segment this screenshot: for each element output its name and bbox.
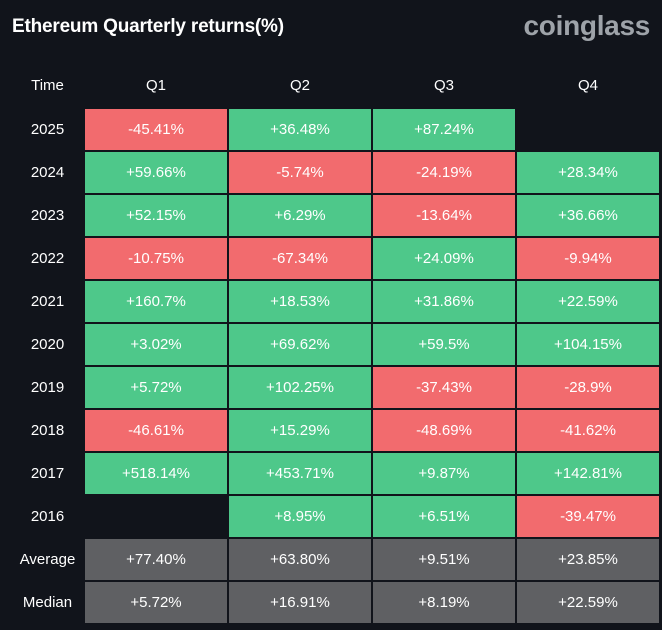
return-cell-2019-q1: +5.72% (85, 367, 227, 408)
return-cell-2025-q1: -45.41% (85, 109, 227, 150)
chart-title: Ethereum Quarterly returns(%) (12, 16, 284, 37)
return-cell-2016-q2: +8.95% (229, 496, 371, 537)
return-cell-2023-q4: +36.66% (517, 195, 659, 236)
return-cell-2020-q3: +59.5% (373, 324, 515, 365)
return-cell-2018-q4: -41.62% (517, 410, 659, 451)
return-cell-2016-q4: -39.47% (517, 496, 659, 537)
return-cell-2023-q3: -13.64% (373, 195, 515, 236)
return-cell-2024-q1: +59.66% (85, 152, 227, 193)
row-label-2022: 2022 (30, 250, 65, 267)
return-cell-2021-q1: +160.7% (85, 281, 227, 322)
summary-label-median: Median (22, 594, 73, 611)
row-label-2023: 2023 (30, 207, 65, 224)
return-cell-2016-q1 (85, 496, 227, 537)
corner-header-time: Time (31, 77, 64, 94)
return-cell-2022-q3: +24.09% (373, 238, 515, 279)
row-label-2017: 2017 (30, 465, 65, 482)
return-cell-2021-q3: +31.86% (373, 281, 515, 322)
summary-cell-average-q1: +77.40% (85, 539, 227, 580)
return-cell-2019-q4: -28.9% (517, 367, 659, 408)
summary-cell-median-q2: +16.91% (229, 582, 371, 623)
brand-logo: coinglass (523, 10, 651, 41)
row-label-2019: 2019 (30, 379, 65, 396)
return-cell-2025-q4 (517, 109, 659, 150)
return-cell-2021-q2: +18.53% (229, 281, 371, 322)
column-header-q3: Q3 (433, 77, 454, 94)
return-cell-2025-q3: +87.24% (373, 109, 515, 150)
summary-cell-median-q4: +22.59% (517, 582, 659, 623)
return-cell-2016-q3: +6.51% (373, 496, 515, 537)
row-label-2021: 2021 (30, 293, 65, 310)
row-label-2020: 2020 (30, 336, 65, 353)
row-label-2025: 2025 (30, 121, 65, 138)
return-cell-2020-q1: +3.02% (85, 324, 227, 365)
row-label-2018: 2018 (30, 422, 65, 439)
return-cell-2022-q2: -67.34% (229, 238, 371, 279)
return-cell-2019-q2: +102.25% (229, 367, 371, 408)
return-cell-2020-q2: +69.62% (229, 324, 371, 365)
return-cell-2020-q4: +104.15% (517, 324, 659, 365)
returns-table: Time Q1 Q2 Q3 Q4 2025 -45.41% +36.48% +87.24% 202… (12, 64, 659, 623)
return-cell-2018-q3: -48.69% (373, 410, 515, 451)
return-cell-2024-q2: -5.74% (229, 152, 371, 193)
row-label-2016: 2016 (30, 508, 65, 525)
summary-cell-average-q4: +23.85% (517, 539, 659, 580)
return-cell-2022-q4: -9.94% (517, 238, 659, 279)
return-cell-2018-q1: -46.61% (85, 410, 227, 451)
summary-cell-average-q2: +63.80% (229, 539, 371, 580)
summary-label-average: Average (19, 551, 76, 568)
column-header-q4: Q4 (577, 77, 598, 94)
summary-cell-median-q3: +8.19% (373, 582, 515, 623)
return-cell-2022-q1: -10.75% (85, 238, 227, 279)
return-cell-2017-q3: +9.87% (373, 453, 515, 494)
summary-cell-average-q3: +9.51% (373, 539, 515, 580)
return-cell-2017-q2: +453.71% (229, 453, 371, 494)
summary-cell-median-q1: +5.72% (85, 582, 227, 623)
return-cell-2024-q3: -24.19% (373, 152, 515, 193)
return-cell-2023-q2: +6.29% (229, 195, 371, 236)
return-cell-2018-q2: +15.29% (229, 410, 371, 451)
return-cell-2024-q4: +28.34% (517, 152, 659, 193)
return-cell-2019-q3: -37.43% (373, 367, 515, 408)
column-header-q2: Q2 (289, 77, 310, 94)
return-cell-2017-q1: +518.14% (85, 453, 227, 494)
row-label-2024: 2024 (30, 164, 65, 181)
return-cell-2017-q4: +142.81% (517, 453, 659, 494)
return-cell-2021-q4: +22.59% (517, 281, 659, 322)
return-cell-2023-q1: +52.15% (85, 195, 227, 236)
return-cell-2025-q2: +36.48% (229, 109, 371, 150)
column-header-q1: Q1 (145, 77, 166, 94)
